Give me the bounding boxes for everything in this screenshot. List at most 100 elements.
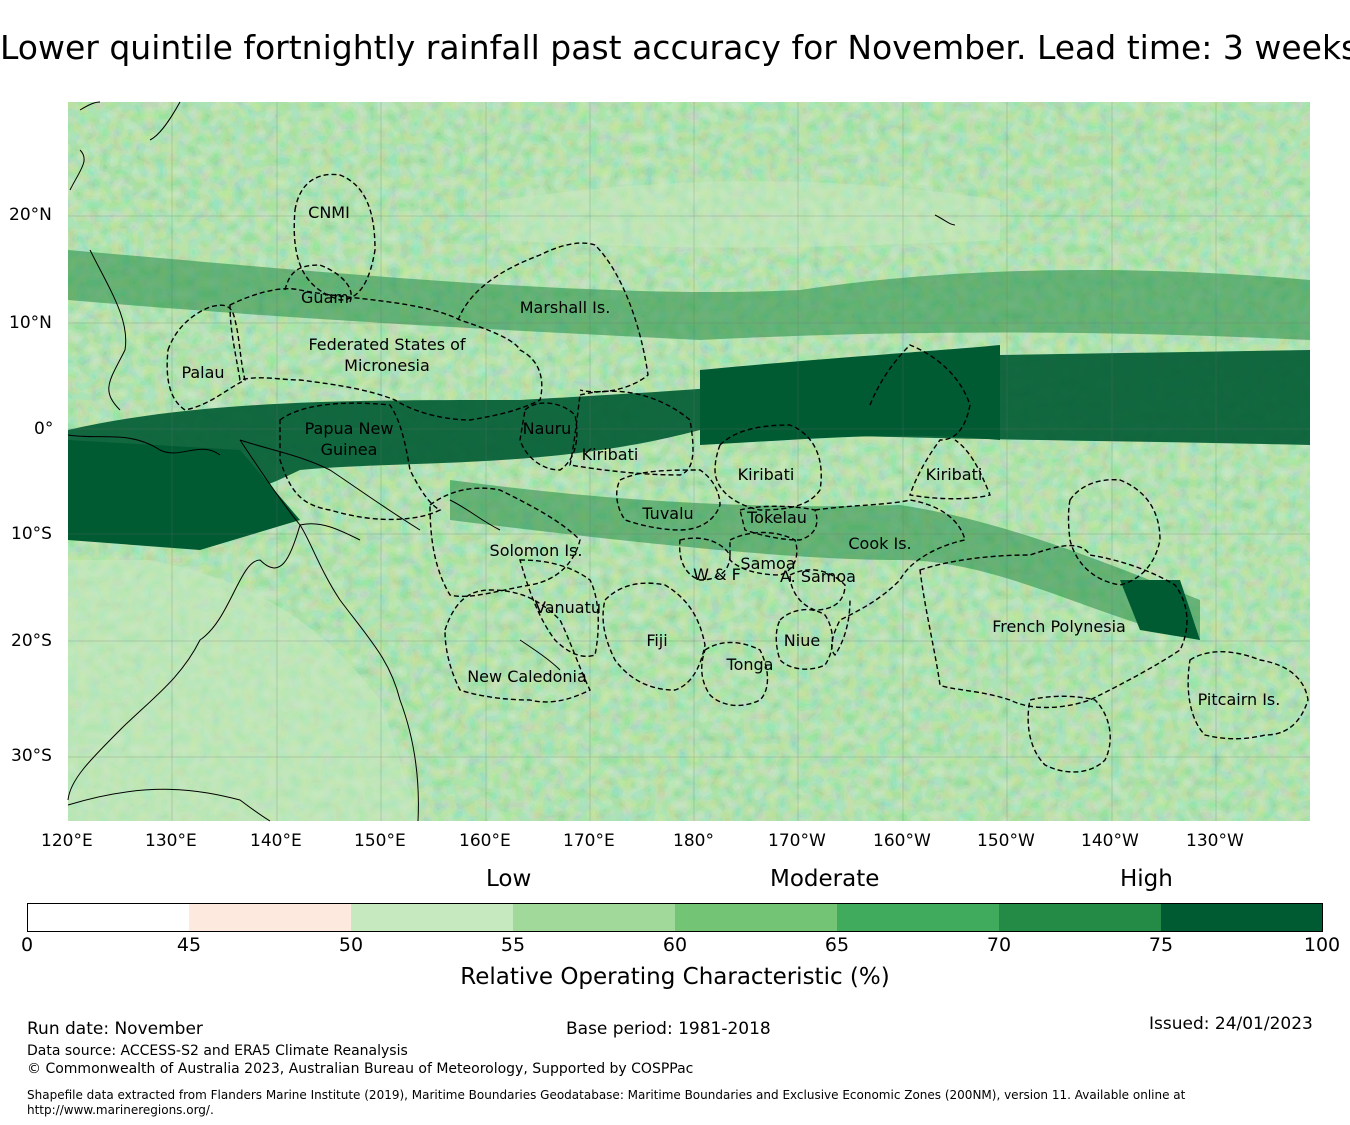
category-low: Low — [486, 866, 532, 892]
lon-tick-160w: 160°W — [873, 831, 931, 851]
label-vanuatu: Vanuatu — [535, 598, 601, 617]
french-polynesia-boundary — [919, 544, 1188, 709]
lat-tick-20n: 20°N — [9, 205, 52, 225]
label-guam: Guam — [301, 288, 349, 307]
colorbar-cell — [837, 903, 999, 932]
label-american-samoa: A. Samoa — [780, 567, 856, 586]
austral-boundary — [1027, 695, 1111, 773]
label-marshall: Marshall Is. — [520, 298, 611, 317]
new-caledonia-coast — [519, 639, 561, 671]
label-solomon: Solomon Is. — [490, 541, 583, 560]
colorbar-cell — [27, 903, 189, 932]
label-samoa: Samoa — [740, 554, 795, 573]
kiribati-phoenix-boundary — [714, 424, 822, 511]
philippines-coast — [69, 149, 127, 411]
category-moderate: Moderate — [770, 866, 880, 892]
pitcairn-boundary — [1187, 651, 1309, 740]
lat-tick-10n: 10°N — [9, 313, 52, 333]
copyright: © Commonwealth of Australia 2023, Austra… — [27, 1061, 694, 1077]
label-kiribati-gilbert: Kiribati — [582, 445, 639, 464]
rank-field — [68, 102, 1310, 821]
marshall-boundary — [457, 242, 649, 393]
label-cnmi: CNMI — [308, 203, 350, 222]
north-pale-area — [500, 181, 1000, 248]
issued-date: Issued: 24/01/2023 — [1149, 1014, 1313, 1034]
north-band — [68, 250, 1310, 340]
indonesia-coast — [67, 434, 221, 456]
lon-tick-120e: 120°E — [41, 831, 93, 851]
label-tonga: Tonga — [726, 655, 774, 674]
marquesas-boundary — [1067, 478, 1161, 586]
solomon-coast — [449, 499, 501, 531]
colorbar-tick: 60 — [662, 934, 688, 956]
fp-hotspot — [1120, 580, 1200, 640]
colorbar-tick: 50 — [338, 934, 364, 956]
niue-boundary — [775, 608, 834, 670]
colorbar-tick: 45 — [176, 934, 202, 956]
colorbar-tick: 100 — [1303, 934, 1341, 956]
nauru-boundary — [519, 402, 578, 471]
lon-tick-150e: 150°E — [354, 831, 406, 851]
colorbar-tick: 55 — [500, 934, 526, 956]
colorbar-frame — [27, 903, 1323, 932]
guam-boundary — [284, 264, 352, 303]
kiribati-line-boundary — [869, 344, 991, 500]
lon-tick-160e: 160°E — [459, 831, 511, 851]
lat-tick-20s: 20°S — [11, 631, 52, 651]
colorbar-cell — [351, 903, 513, 932]
lat-tick-0: 0° — [34, 419, 54, 439]
kiribati-gilbert-boundary — [569, 390, 694, 476]
colorbar-cell — [1161, 903, 1323, 932]
australia-coast — [67, 523, 419, 822]
chart-title: Lower quintile fortnightly rainfall past… — [0, 28, 1350, 67]
solomon-boundary — [429, 487, 581, 598]
colorbar-label: Relative Operating Characteristic (%) — [460, 964, 890, 990]
label-fsm-wrap: Federated States of Micronesia — [308, 335, 466, 375]
label-png: Papua New Guinea — [304, 419, 394, 459]
lon-tick-150w: 150°W — [977, 831, 1035, 851]
eez-boundaries — [166, 173, 1309, 773]
colorbar-cell — [999, 903, 1161, 932]
run-date: Run date: November — [27, 1019, 203, 1039]
label-nauru: Nauru — [523, 419, 572, 438]
label-png-wrap: Papua New Guinea — [304, 419, 394, 459]
lon-tick-140w: 140°W — [1081, 831, 1139, 851]
vanuatu-boundary — [519, 559, 599, 657]
label-wallis-futuna: W & F — [693, 565, 741, 584]
samoa-boundary — [729, 531, 798, 576]
label-new-caledonia: New Caledonia — [467, 667, 587, 686]
colorbar-tick: 75 — [1148, 934, 1174, 956]
central-pacific — [700, 345, 1000, 445]
colorbar-tick: 70 — [986, 934, 1012, 956]
lon-tick-130e: 130°E — [145, 831, 197, 851]
label-fsm: Federated States of Micronesia — [308, 335, 466, 375]
australia-south-coast — [67, 788, 271, 822]
lon-tick-140e: 140°E — [250, 831, 302, 851]
cnmi-boundary — [293, 173, 376, 301]
fiji-boundary — [602, 582, 706, 691]
lat-tick-30s: 30°S — [11, 746, 52, 766]
label-pitcairn: Pitcairn Is. — [1197, 690, 1281, 709]
colorbar-tick: 65 — [824, 934, 850, 956]
spcz-band — [450, 480, 1200, 640]
png-boundary — [279, 402, 442, 521]
lon-tick-170w: 170°W — [768, 831, 826, 851]
label-kiribati-phoenix: Kiribati — [738, 465, 795, 484]
label-cook: Cook Is. — [848, 534, 911, 553]
label-palau: Palau — [181, 363, 224, 382]
graticule — [68, 102, 1310, 821]
base-period: Base period: 1981-2018 — [566, 1019, 771, 1039]
label-american-samoa-wrap: A. Samoa — [780, 567, 856, 586]
data-source: Data source: ACCESS-S2 and ERA5 Climate … — [27, 1043, 408, 1059]
fsm-boundary — [229, 288, 543, 421]
lat-tick-10s: 10°S — [11, 524, 52, 544]
maritime-continent — [68, 440, 300, 550]
tonga-boundary — [701, 641, 769, 707]
region-labels: CNMI Guam Marshall Is. Federated States … — [181, 203, 1281, 709]
taiwan-coast — [79, 101, 101, 111]
label-french-polynesia: French Polynesia — [992, 617, 1126, 636]
tokelau-boundary — [739, 505, 818, 541]
asia-coast — [149, 101, 181, 141]
lon-tick-170e: 170°E — [563, 831, 615, 851]
new-guinea-coast — [239, 439, 421, 541]
